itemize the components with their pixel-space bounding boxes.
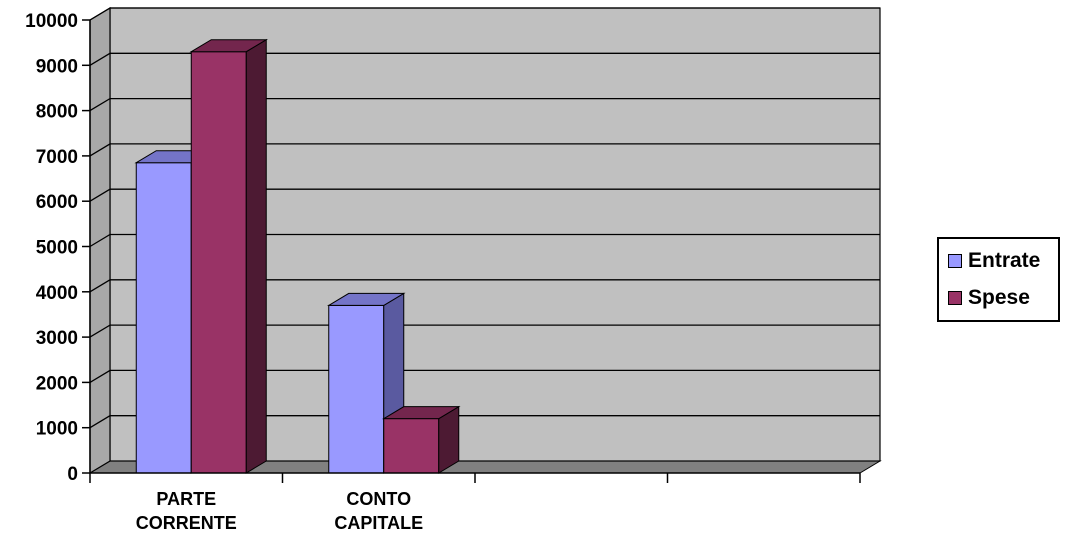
gridline xyxy=(89,415,880,429)
legend-swatch-entrate xyxy=(948,254,962,268)
y-tick-label: 3000 xyxy=(36,328,78,349)
legend-label-spese: Spese xyxy=(968,286,1030,309)
bar-top xyxy=(326,292,406,306)
y-tick-label: 4000 xyxy=(36,283,78,304)
bar-top xyxy=(189,39,269,53)
bar-top xyxy=(381,406,461,420)
gridline xyxy=(89,369,880,383)
legend-item-spese: Spese xyxy=(948,285,1030,311)
legend-label-entrate: Entrate xyxy=(968,249,1041,272)
bar-side xyxy=(245,38,267,474)
gridline xyxy=(89,233,880,248)
gridline xyxy=(89,52,880,66)
axes-layer xyxy=(82,19,861,483)
y-tick-label: 2000 xyxy=(36,373,78,394)
gridlines-layer xyxy=(89,7,880,429)
x-tick-label: PARTE xyxy=(156,489,216,509)
legend: Entrate Spese xyxy=(937,237,1060,322)
y-tick-label: 7000 xyxy=(36,147,78,168)
bar-front xyxy=(135,162,192,474)
bar-front xyxy=(328,304,385,474)
x-tick-label: CORRENTE xyxy=(136,513,237,533)
bar-front xyxy=(190,51,247,474)
gridline xyxy=(89,279,880,293)
x-tick-label: CAPITALE xyxy=(334,513,423,533)
y-tick-label: 8000 xyxy=(36,102,78,123)
bar-front xyxy=(383,418,440,474)
gridline xyxy=(89,324,880,338)
bars-layer xyxy=(134,38,461,474)
gridline xyxy=(89,143,880,157)
bar-spese-1 xyxy=(381,405,461,474)
legend-item-entrate: Entrate xyxy=(948,248,1040,274)
y-tick-label: 0 xyxy=(67,464,78,485)
y-tick-labels: 0 1000 2000 3000 4000 5000 6000 7000 8000 9000 100… xyxy=(25,11,78,485)
x-tick-label: CONTO xyxy=(346,489,411,509)
gridline xyxy=(89,7,880,21)
bar-spese-0 xyxy=(189,38,269,474)
y-tick-label: 6000 xyxy=(36,192,78,213)
y-tick-label: 10000 xyxy=(25,11,78,32)
legend-swatch-spese xyxy=(948,291,962,305)
gridline xyxy=(89,97,880,112)
y-tick-label: 9000 xyxy=(36,56,78,77)
y-tick-label: 5000 xyxy=(36,238,78,259)
gridline xyxy=(89,188,880,202)
y-tick-label: 1000 xyxy=(36,419,78,440)
x-tick-labels: PARTE CORRENTE CONTO CAPITALE xyxy=(136,489,423,533)
